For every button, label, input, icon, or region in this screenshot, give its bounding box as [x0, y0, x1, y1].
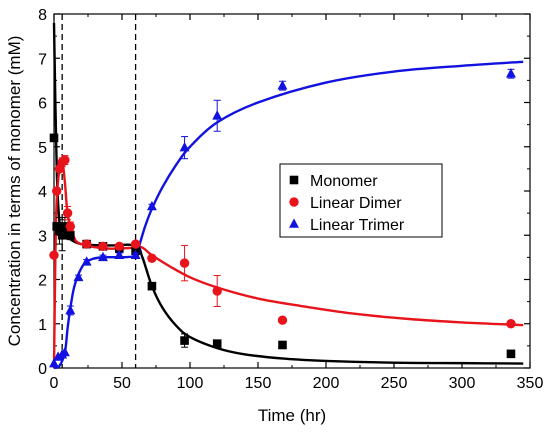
linear-trimer-point	[506, 68, 516, 78]
monomer-point	[49, 133, 59, 143]
linear-dimer-point	[147, 253, 157, 263]
linear-trimer-point	[65, 304, 76, 315]
linear-dimer-point	[98, 241, 108, 252]
linear-dimer-point	[212, 286, 222, 296]
x-tick-label: 300	[449, 375, 476, 392]
monomer-point	[66, 230, 75, 240]
x-tick-label: 350	[517, 375, 544, 392]
linear-trimer-point	[81, 256, 92, 266]
y-tick-label: 3	[38, 228, 47, 245]
monomer-point	[506, 349, 516, 359]
linear-trimer-point	[114, 249, 125, 259]
legend: Monomer Linear Dimer Linear Trimer	[279, 163, 443, 238]
linear-dimer-point	[179, 258, 190, 268]
linear-trimer-point	[212, 110, 223, 120]
linear-trimer-point	[73, 271, 84, 282]
legend-linear-trimer-label: Linear Trimer	[310, 217, 405, 234]
y-tick-label: 6	[38, 96, 47, 113]
linear-dimer-point	[130, 239, 141, 249]
linear-dimer-point	[60, 155, 70, 165]
linear-dimer-point	[65, 221, 76, 232]
linear-dimer-point	[81, 239, 92, 249]
legend-linear-trimer-marker	[289, 218, 299, 228]
y-tick-label: 5	[38, 140, 47, 157]
linear-dimer-point	[506, 319, 516, 329]
linear-dimer-point	[52, 186, 62, 196]
legend-box	[279, 163, 443, 238]
monomer-point	[180, 336, 189, 345]
x-tick-label: 150	[245, 375, 272, 392]
monomer-point	[147, 281, 157, 291]
data-points	[49, 68, 516, 368]
reference-lines	[61, 14, 137, 368]
linear-trimer-point	[179, 142, 190, 152]
linear-dimer-point	[277, 315, 288, 325]
x-tick-label: 0	[50, 375, 59, 392]
x-tick-label: 200	[313, 375, 340, 392]
monomer-point	[212, 339, 222, 348]
linear-dimer-point	[114, 241, 124, 252]
monomer-point	[55, 226, 64, 236]
linear-trimer-point	[146, 200, 157, 211]
y-tick-label: 4	[38, 184, 47, 201]
linear-trimer-fit-line	[53, 60, 524, 370]
monomer-point	[52, 222, 62, 231]
linear-trimer-point	[49, 357, 59, 368]
y-tick-label: 2	[38, 273, 47, 290]
linear-trimer-point	[98, 251, 108, 262]
x-tick-label: 50	[113, 375, 131, 392]
linear-trimer-point	[277, 80, 288, 90]
legend-monomer-label: Monomer	[310, 173, 378, 190]
y-tick-label: 8	[38, 7, 47, 24]
y-tick-label: 7	[38, 51, 47, 68]
legend-monomer-marker	[289, 175, 299, 185]
y-axis-title: Concentration in terms of monomer (mM)	[5, 36, 24, 347]
linear-trimer-point	[59, 346, 70, 357]
x-tick-label: 100	[177, 375, 204, 392]
monomer-point	[278, 340, 287, 350]
linear-trimer-point	[130, 249, 141, 259]
x-axis-title: Time (hr)	[258, 406, 326, 425]
y-tick-label: 1	[38, 317, 47, 334]
legend-linear-dimer-marker	[289, 197, 299, 207]
y-tick-label: 0	[38, 361, 47, 378]
linear-dimer-point	[62, 208, 73, 218]
x-tick-label: 250	[381, 375, 408, 392]
legend-linear-dimer-label: Linear Dimer	[310, 195, 402, 212]
linear-dimer-point	[49, 250, 59, 260]
